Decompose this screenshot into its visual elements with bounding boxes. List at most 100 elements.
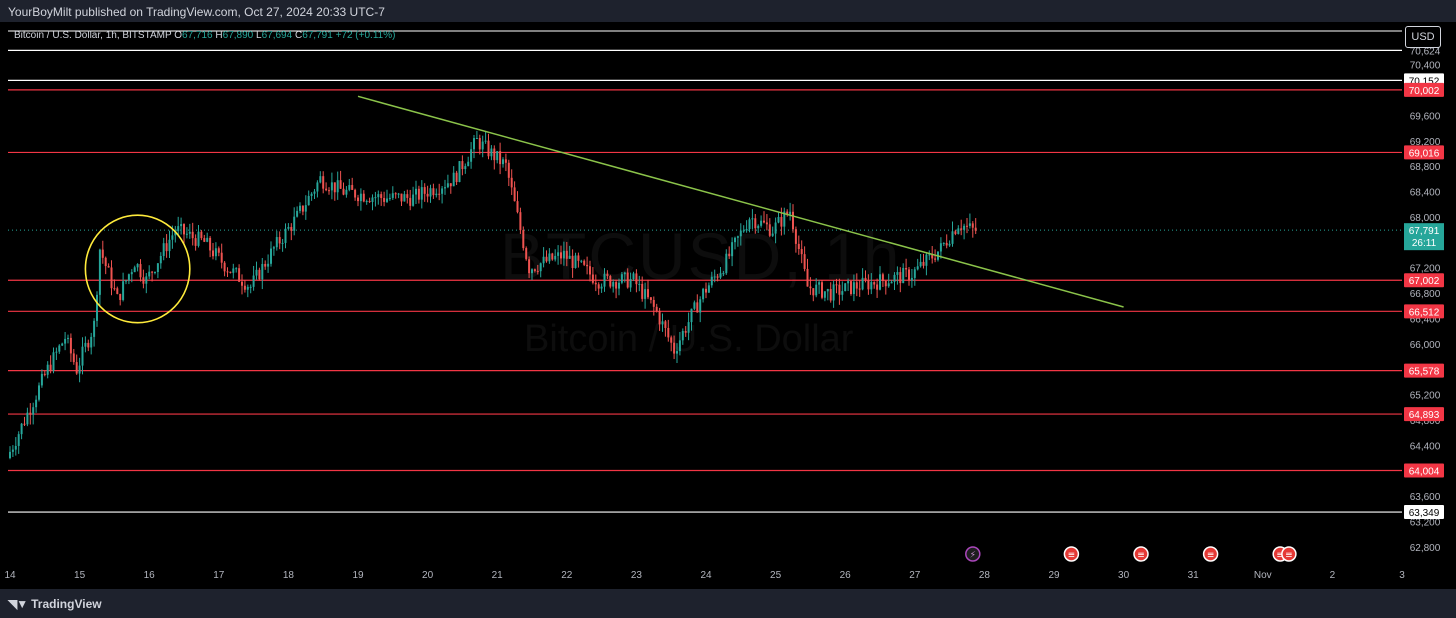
candle-body [46,364,49,375]
candle-body [707,285,710,293]
candle-body [652,299,655,307]
high-value: 67,890 [222,30,254,41]
candle-body [783,211,786,227]
x-tick-label: 15 [74,570,86,581]
candle-body [11,449,14,452]
white-level-tag-bg [1404,505,1444,520]
candle-body [348,185,351,190]
candle-body [444,187,446,189]
open-label: O [174,30,183,41]
candle-body [473,138,475,150]
candle-body [525,248,528,260]
x-tick-label: 27 [909,570,921,581]
candle-body [464,166,467,170]
candle-body [800,249,803,255]
candle-body [507,162,510,178]
candle-body [600,286,603,289]
y-tick-label: 63,600 [1410,492,1441,503]
low-value: 67,694 [261,30,293,41]
candle-body [765,222,768,225]
candle-body [113,288,116,290]
candle-body [690,308,693,323]
white-level-tag: 70,152 [1409,76,1440,87]
y-tick-label: 66,400 [1410,314,1441,325]
candle-body [580,260,583,262]
us-flag-icon [1281,546,1297,562]
red-level-tag-bg [1404,463,1444,478]
candle-body [110,267,113,289]
candle-body [887,283,890,287]
candle-body [603,273,606,287]
candle-body [441,188,444,194]
candle-body [116,288,119,294]
candle-body [649,297,652,300]
candle-body [528,259,531,274]
candle-body [209,237,212,251]
x-tick-label: 18 [283,570,295,581]
candle-body [841,291,844,295]
x-tick-label: 31 [1188,570,1200,581]
candle-body [203,238,206,242]
highlight-circle [84,214,191,324]
candle-body [847,281,850,284]
candle-body [513,187,516,202]
candle-body [449,183,452,187]
candle-body [432,188,435,196]
candle-body [87,342,90,348]
candle-body [325,188,328,191]
candle-body [145,276,148,284]
candle-body [90,336,93,348]
price-chart[interactable]: 70,624 70,400 69,600 69,200 68,800 68,400 68,0… [0,22,1456,589]
candle-body [183,224,185,235]
candle-body [226,271,229,273]
candle-body [316,182,319,192]
candle-body [850,281,852,295]
candle-body [687,322,690,333]
candle-body [223,262,226,272]
open-value: 67,716 [182,30,213,41]
candle-body [14,445,17,450]
candle-body [93,320,96,337]
candle-body [386,198,388,202]
candle-body [243,285,246,290]
candle-body [415,188,417,195]
candle-body [504,159,507,163]
candle-body [647,289,649,298]
y-tick-label: 68,400 [1410,188,1441,199]
candle-body [934,258,937,260]
y-tick-label: 66,000 [1410,340,1441,351]
x-tick-label: 17 [213,570,225,581]
publisher-bar: YourBoyMilt published on TradingView.com… [0,0,1456,22]
candle-body [339,180,342,189]
x-tick-label: 2 [1330,570,1336,581]
candle-body [136,264,139,268]
red-level-tag-bg [1404,407,1444,422]
candle-body [119,293,122,300]
candle-body [681,331,684,341]
candle-body [122,281,125,300]
candle-body [586,264,589,267]
candle-body [258,269,261,280]
current-price-tag-bg [1404,223,1444,251]
candle-body [409,197,412,206]
candle-body [844,283,847,292]
candle-body [23,423,26,425]
candle-body [330,182,333,191]
candle-body [699,299,702,313]
currency-button[interactable]: USD [1405,26,1441,48]
white-level-tag: 63,349 [1409,508,1440,519]
candle-body [867,280,870,290]
candle-body [246,286,249,290]
candle-body [591,274,594,283]
candle-body [101,249,104,258]
candle-body [26,412,29,425]
red-level-tag: 66,512 [1409,307,1440,318]
candle-body [490,148,493,157]
candle-body [310,193,313,196]
y-tick-label: 69,200 [1410,137,1441,148]
tradingview-brand[interactable]: ◥▼ TradingView [8,597,102,611]
candle-body [64,338,67,344]
candle-body [548,253,551,262]
candle-body [29,412,32,415]
x-tick-label: 16 [144,570,156,581]
